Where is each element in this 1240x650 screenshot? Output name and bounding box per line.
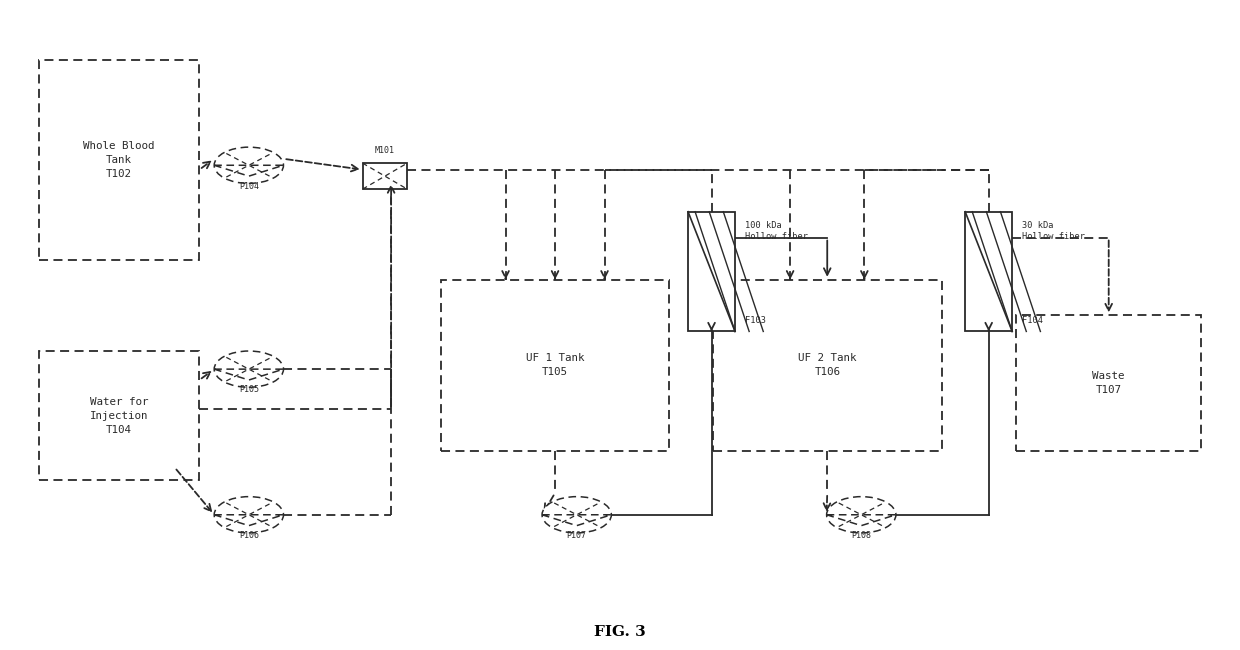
Bar bbox=[688, 212, 735, 332]
Text: 100 kDa
Hollow fiber: 100 kDa Hollow fiber bbox=[745, 221, 808, 240]
Text: M101: M101 bbox=[374, 146, 394, 155]
Text: P107: P107 bbox=[567, 531, 587, 540]
Text: UF 2 Tank
T106: UF 2 Tank T106 bbox=[799, 354, 857, 378]
Text: F103: F103 bbox=[745, 316, 766, 325]
Bar bbox=[440, 280, 670, 451]
Bar bbox=[965, 212, 1012, 332]
Text: Waste
T107: Waste T107 bbox=[1092, 371, 1125, 395]
Text: P106: P106 bbox=[239, 531, 259, 540]
Text: FIG. 3: FIG. 3 bbox=[594, 625, 646, 640]
Bar bbox=[38, 351, 200, 480]
Text: P104: P104 bbox=[239, 181, 259, 190]
Bar bbox=[713, 280, 941, 451]
Bar bbox=[38, 60, 200, 260]
Text: UF 1 Tank
T105: UF 1 Tank T105 bbox=[526, 354, 584, 378]
Text: Water for
Injection
T104: Water for Injection T104 bbox=[89, 396, 148, 435]
Bar bbox=[362, 163, 407, 189]
Circle shape bbox=[542, 497, 611, 533]
Text: Whole Blood
Tank
T102: Whole Blood Tank T102 bbox=[83, 141, 155, 179]
Text: F104: F104 bbox=[1022, 316, 1043, 325]
Text: 30 kDa
Hollow fiber: 30 kDa Hollow fiber bbox=[1022, 221, 1085, 240]
Text: P108: P108 bbox=[851, 531, 872, 540]
Circle shape bbox=[215, 497, 284, 533]
Bar bbox=[1016, 315, 1202, 451]
Circle shape bbox=[215, 147, 284, 183]
Circle shape bbox=[827, 497, 897, 533]
Text: P105: P105 bbox=[239, 385, 259, 395]
Circle shape bbox=[215, 351, 284, 387]
